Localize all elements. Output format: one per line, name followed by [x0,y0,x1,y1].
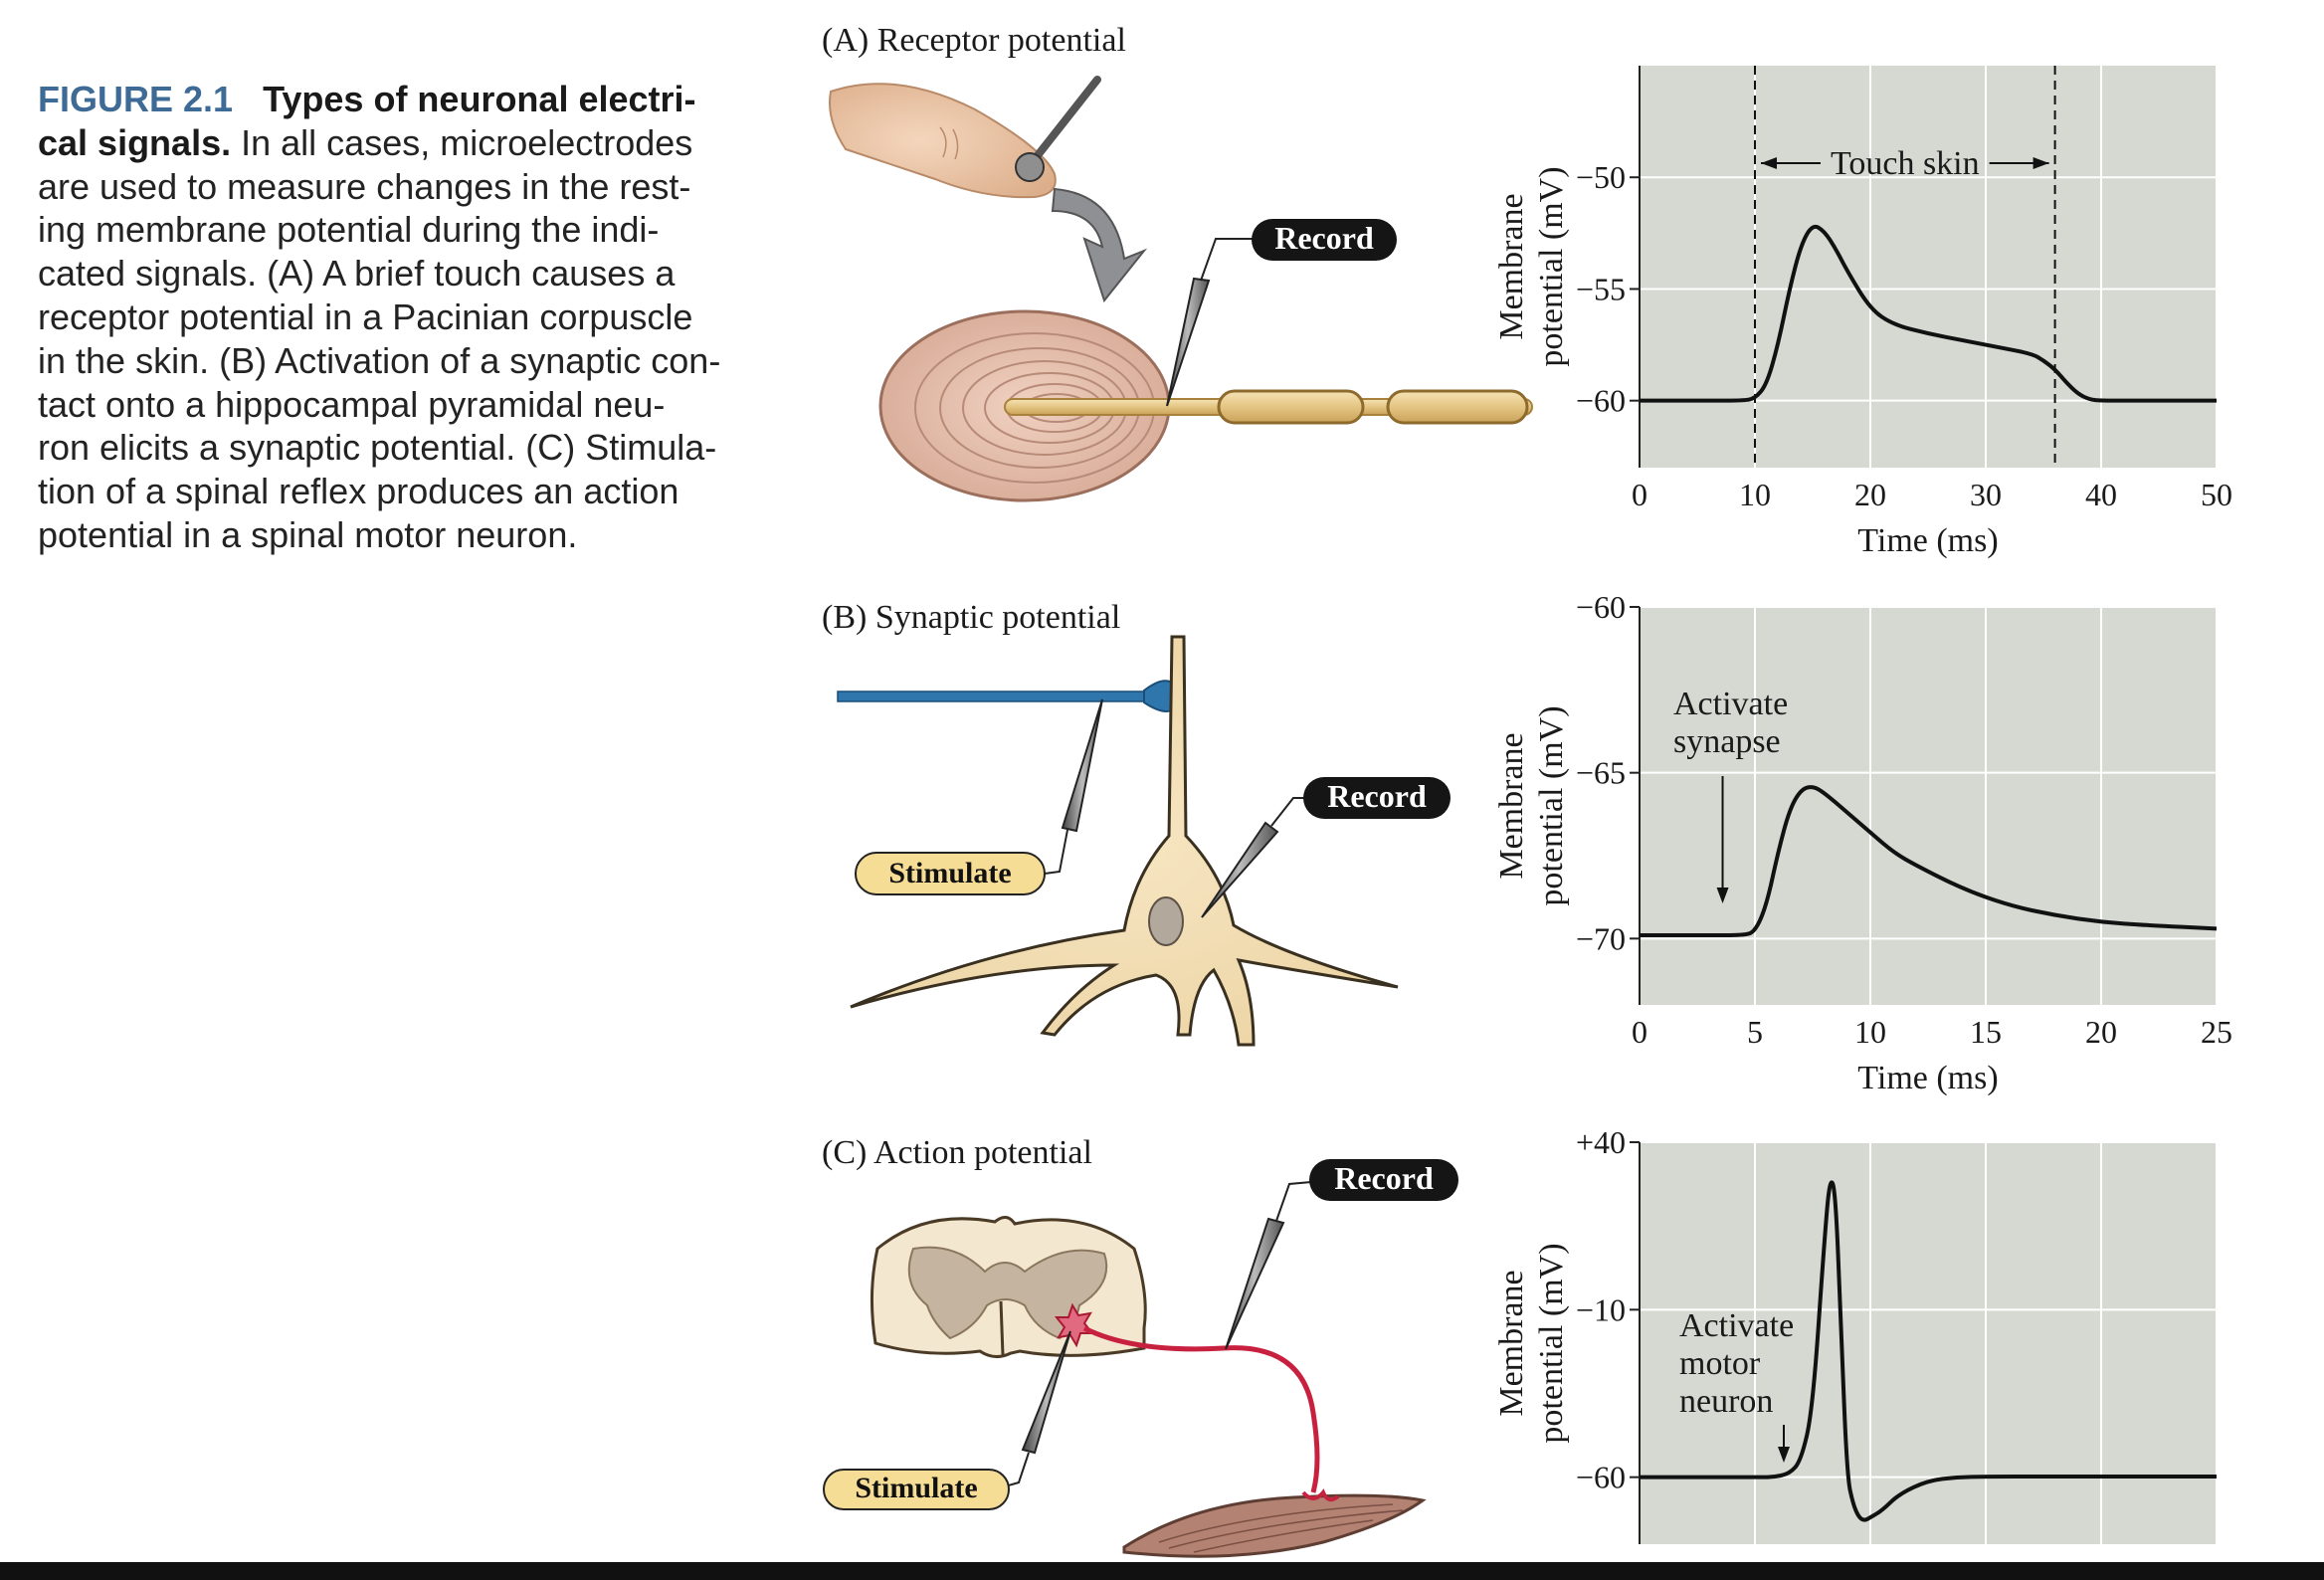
record-label-b [1303,777,1451,819]
record-text-a: Record [1274,220,1374,256]
chart-a: −50 −55 −60 0 10 20 30 40 50 Time (ms) Membranepot… [1493,66,2232,559]
caption-line: receptor potential in a Pacinian corpusc… [38,296,693,337]
x-tick-label: 25 [2201,1014,2232,1050]
record-electrode [1225,1217,1285,1350]
y-tick-label: +40 [1576,1124,1626,1160]
stimulate-label-b [855,852,1046,895]
y-axis-label: Membranepotential (mV) [1493,705,1570,905]
x-tick-label: 0 [1632,477,1647,512]
figure-caption: FIGURE 2.1 Types of neuronal electri- ca… [38,78,754,557]
caption-line: tion of a spinal reflex produces an acti… [38,471,679,512]
figure-title-line1: Types of neuronal electri- [263,79,696,119]
panel-c-label: (C) Action potential [822,1134,1092,1171]
panel-b-illustration: Stimulate Record [837,635,1451,1047]
touch-arrow-icon [1051,187,1148,303]
x-tick-label: 10 [1739,477,1771,512]
y-axis-label-line: potential (mV) [1533,166,1570,366]
plot-area [1640,607,2217,1005]
caption-line: ing membrane potential during the indi- [38,209,660,251]
arrowhead-icon [1761,157,1777,169]
record-text-c: Record [1334,1160,1434,1196]
caption-line: in the skin. (B) Activation of a synapti… [38,339,721,381]
annotation-line: neuron [1679,1383,1773,1420]
caption-line: ron elicits a synaptic potential. (C) St… [38,427,717,469]
nucleus [1148,896,1184,946]
y-tick-label: −60 [1576,1460,1626,1495]
plot-area [1640,66,2217,468]
finger [829,83,1057,199]
x-tick-label: 20 [2085,1014,2117,1050]
y-axis-label: Membranepotential (mV) [1493,166,1570,366]
panel-a-label: (A) Receptor potential [822,22,1126,59]
annotation-line: Activate [1673,686,1788,722]
arrowhead-icon [2033,157,2049,169]
arrowhead-icon [1778,1447,1790,1463]
panel-b-label: (B) Synaptic potential [822,599,1121,636]
neuromuscular-junction [1301,1488,1340,1502]
figure-title-line2: cal signals. [38,121,232,163]
record-electrode [1201,821,1279,918]
caption-line: tact onto a hippocampal pyramidal neu- [38,383,666,425]
x-tick-label: 40 [2085,477,2117,512]
stimulate-text-c: Stimulate [855,1472,977,1504]
chart-b: −60 −65 −70 0 5 10 15 20 25 Time (ms) Membranepote… [1493,589,2232,1096]
x-tick-label: 15 [1970,1014,2002,1050]
y-tick-label: −10 [1576,1291,1626,1327]
y-tick-label: −60 [1576,589,1626,625]
record-label-a [1252,219,1397,261]
annotation-stimulus: Activate synapse [1673,686,1788,760]
annotation-line: motor [1679,1345,1761,1382]
myelin-segment [1217,389,1365,425]
stimulate-text-b: Stimulate [888,857,1011,889]
arrowhead-icon [1716,888,1729,903]
annotation-line: synapse [1673,723,1781,760]
y-tick-label: −70 [1576,920,1626,956]
x-tick-label: 20 [1854,477,1886,512]
y-axis-label-line: Membrane [1493,193,1530,339]
record-text-b: Record [1327,778,1427,814]
x-tick-label: 0 [1632,1014,1647,1050]
membrane-potential-trace [1640,224,2217,403]
y-axis-label-line: potential (mV) [1533,1243,1570,1443]
x-tick-label: 30 [1970,477,2002,512]
bottom-bar [0,1562,2324,1580]
membrane-potential-trace [1640,785,2218,938]
annotation-touch-skin: Touch skin [1831,145,1980,182]
y-axis-label-line: Membrane [1493,732,1530,879]
stimulate-label-c [823,1469,1010,1510]
panel-c-illustration: Stimulate Record [823,1159,1458,1558]
x-tick-label: 5 [1747,1014,1763,1050]
x-tick-label: 10 [1854,1014,1886,1050]
record-label-c [1309,1159,1458,1201]
motor-axon [1082,1325,1320,1493]
panel-a-illustration: Record [829,76,1533,502]
y-tick-label: −65 [1576,755,1626,791]
caption-line: are used to measure changes in the rest- [38,165,691,207]
membrane-potential-trace [1639,1180,2217,1522]
myelin-segment [1386,389,1529,425]
x-axis-label: Time (ms) [1857,1060,1998,1096]
annotation-stimulus: Activate motor neuron [1679,1307,1794,1420]
caption-line: cated signals. (A) A brief touch causes … [38,253,676,295]
figure-number: FIGURE 2.1 [38,79,234,119]
stimulate-electrode [1061,698,1103,833]
x-tick-label: 50 [2201,477,2232,512]
stimulate-electrode [1021,1330,1071,1455]
y-axis-label-line: Membrane [1493,1270,1530,1416]
y-tick-label: −60 [1576,383,1626,419]
y-axis-label-line: potential (mV) [1533,705,1570,905]
y-tick-label: −50 [1576,159,1626,195]
x-axis-label: Time (ms) [1857,522,1998,559]
pyramidal-neuron [850,635,1399,1047]
caption-line: potential in a spinal motor neuron. [38,513,578,555]
caption-line: In all cases, microelectrodes [241,121,693,163]
probe-tip [1015,152,1045,182]
y-tick-label: −55 [1576,271,1626,306]
y-axis-label: Membranepotential (mV) [1493,1243,1570,1443]
motor-neuron-soma [1054,1302,1095,1348]
annotation-line: Activate [1679,1307,1794,1344]
